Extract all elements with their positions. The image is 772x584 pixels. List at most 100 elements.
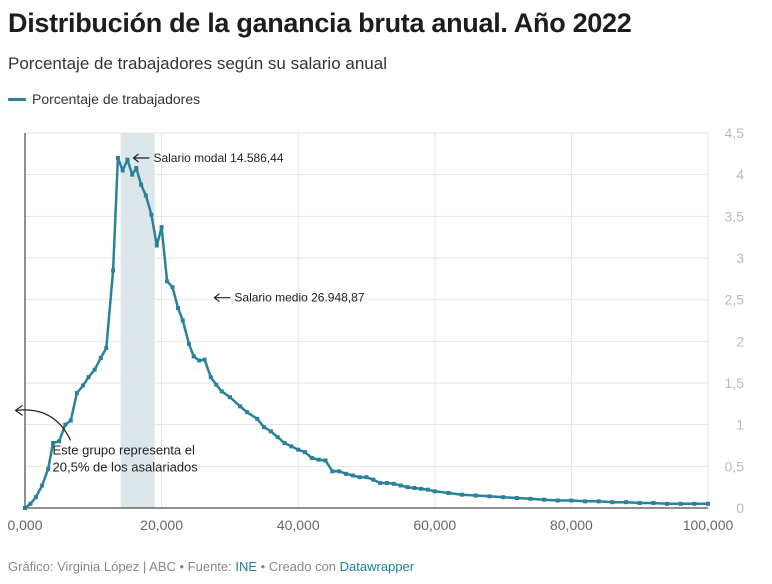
data-point (139, 182, 144, 187)
data-point (275, 435, 280, 440)
data-point (555, 498, 560, 503)
data-point (398, 483, 403, 488)
data-point (330, 469, 335, 474)
data-point (104, 346, 109, 350)
data-point (432, 489, 437, 494)
data-point (262, 425, 267, 430)
data-point (197, 358, 202, 363)
line-chart: 0 0,5 1 1,5 2 2,5 3 3,5 4 4,5 0,000 20,000 40,000 60,… (7, 125, 745, 533)
data-point (528, 496, 533, 501)
data-point (134, 166, 139, 170)
data-point (120, 168, 125, 173)
legend-label: Porcentaje de trabajadores (32, 91, 201, 107)
data-point (419, 486, 424, 491)
data-point (74, 391, 79, 395)
data-point (460, 492, 465, 497)
data-point (125, 157, 130, 162)
y-tick-label: 4,5 (725, 125, 745, 141)
data-point (323, 458, 328, 463)
data-point (191, 354, 196, 359)
data-point (583, 499, 588, 504)
highlight-band (120, 133, 155, 508)
data-point (289, 444, 294, 449)
modal-arrow (132, 153, 150, 163)
legend: Porcentaje de trabajadores (8, 91, 200, 107)
data-point (149, 212, 154, 217)
data-point (542, 497, 547, 502)
data-point (130, 172, 135, 177)
data-point (692, 501, 697, 506)
data-point (63, 422, 68, 427)
legend-swatch (8, 97, 26, 101)
footer-created-with: • Creado con (257, 559, 340, 574)
mean-arrow (213, 293, 231, 303)
data-point (244, 410, 249, 415)
data-point (111, 268, 116, 273)
data-point (487, 494, 492, 499)
data-point (364, 475, 369, 480)
data-point (86, 375, 91, 380)
data-point (180, 318, 185, 323)
y-tick-label: 2 (736, 333, 744, 349)
footer-credit: Gráfico: Virginia López | ABC • Fuente: (8, 559, 236, 574)
data-point (473, 493, 478, 498)
y-tick-label: 3 (736, 250, 744, 266)
x-tick-label: 40,000 (277, 517, 320, 533)
data-point (378, 481, 383, 485)
x-tick-label: 60,000 (413, 517, 456, 533)
data-point (28, 501, 33, 506)
data-point (57, 439, 62, 444)
data-point (357, 475, 362, 480)
data-point (624, 500, 629, 505)
data-point (170, 285, 175, 290)
data-point (175, 306, 180, 310)
group-arrow-head (14, 404, 23, 416)
annotation-mean-salary: Salario medio 26.948,87 (234, 291, 364, 305)
data-point (98, 356, 103, 360)
data-point (68, 418, 73, 423)
x-tick-label: 80,000 (550, 517, 593, 533)
x-tick-label: 0,000 (7, 517, 42, 533)
data-point (238, 404, 243, 409)
data-point (344, 471, 349, 476)
data-point (514, 496, 519, 500)
data-point (154, 243, 159, 248)
data-point (309, 456, 314, 460)
y-tick-label: 1,5 (725, 375, 745, 391)
data-point (651, 501, 656, 505)
data-point (384, 481, 389, 485)
data-point (40, 483, 45, 488)
data-point (501, 495, 506, 500)
data-point (412, 486, 417, 490)
footer: Gráfico: Virginia López | ABC • Fuente: … (8, 559, 414, 574)
data-point (159, 225, 164, 230)
data-point (23, 506, 27, 510)
data-point (296, 447, 301, 452)
data-point (81, 383, 86, 388)
data-point (337, 469, 342, 474)
datawrapper-link[interactable]: Datawrapper (339, 559, 415, 574)
y-tick-label: 1 (736, 417, 744, 433)
data-point (446, 491, 451, 495)
data-point (92, 367, 97, 372)
data-point (665, 501, 670, 506)
chart-subtitle: Porcentaje de trabajadores según su sala… (8, 54, 387, 73)
data-point (425, 487, 430, 492)
data-point (46, 466, 51, 471)
data-point (316, 457, 321, 462)
data-point (282, 441, 287, 445)
data-point (706, 501, 710, 506)
data-point (637, 501, 642, 505)
data-point (569, 498, 574, 503)
data-point (303, 450, 308, 455)
data-point (165, 279, 170, 284)
data-point (391, 481, 396, 486)
data-point (610, 500, 615, 505)
group-arrow-curve (16, 409, 72, 441)
data-point (255, 416, 260, 421)
data-point (208, 375, 213, 380)
data-point (214, 382, 219, 387)
x-tick-label: 20,000 (140, 517, 183, 533)
source-link[interactable]: INE (235, 559, 258, 574)
data-point (33, 495, 38, 500)
